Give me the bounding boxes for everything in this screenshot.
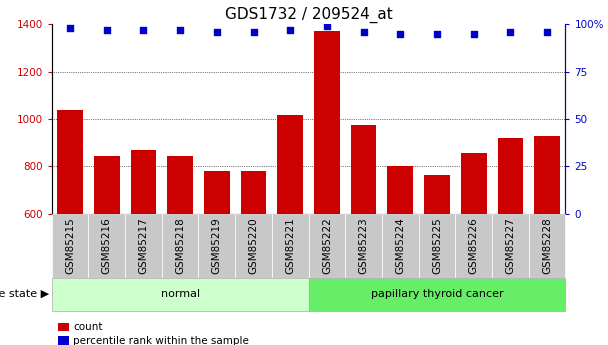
Text: GSM85221: GSM85221 (285, 217, 295, 274)
Text: GSM85222: GSM85222 (322, 217, 332, 274)
Text: GSM85225: GSM85225 (432, 217, 442, 274)
Text: GSM85215: GSM85215 (65, 217, 75, 274)
Bar (497, 138, 523, 214)
Bar (351, 125, 376, 214)
Bar (57, 109, 83, 214)
Bar (241, 171, 266, 214)
Text: GSM85224: GSM85224 (395, 217, 406, 274)
Bar (534, 136, 560, 214)
Text: GSM85223: GSM85223 (359, 217, 368, 274)
Text: disease state ▶: disease state ▶ (0, 289, 49, 299)
Bar (94, 156, 120, 214)
Text: GSM85219: GSM85219 (212, 217, 222, 274)
Point (505, 29, 515, 34)
Bar (131, 150, 156, 214)
Text: GSM85216: GSM85216 (102, 217, 112, 274)
Text: GSM85217: GSM85217 (139, 217, 148, 274)
Text: GSM85218: GSM85218 (175, 217, 185, 274)
Text: GSM85228: GSM85228 (542, 217, 552, 274)
Text: GSM85226: GSM85226 (469, 217, 478, 274)
Text: GSM85220: GSM85220 (249, 217, 258, 274)
Text: GSM85227: GSM85227 (505, 217, 516, 274)
Point (175, 27, 185, 32)
Bar (167, 156, 193, 214)
Point (249, 29, 258, 34)
Point (212, 29, 222, 34)
Point (542, 29, 552, 34)
Point (432, 31, 442, 36)
Text: normal: normal (161, 289, 199, 299)
Point (469, 31, 478, 36)
Bar (204, 171, 230, 214)
Bar (314, 31, 340, 214)
Text: percentile rank within the sample: percentile rank within the sample (73, 336, 249, 345)
Point (322, 23, 332, 29)
Text: count: count (73, 322, 103, 332)
Point (139, 27, 148, 32)
Text: papillary thyroid cancer: papillary thyroid cancer (371, 289, 503, 299)
Bar (461, 154, 486, 214)
Point (102, 27, 112, 32)
Bar (387, 167, 413, 214)
Point (285, 27, 295, 32)
Title: GDS1732 / 209524_at: GDS1732 / 209524_at (225, 7, 392, 23)
Point (395, 31, 405, 36)
Point (65, 25, 75, 31)
Bar (277, 116, 303, 214)
Point (359, 29, 368, 34)
Bar (424, 175, 450, 214)
